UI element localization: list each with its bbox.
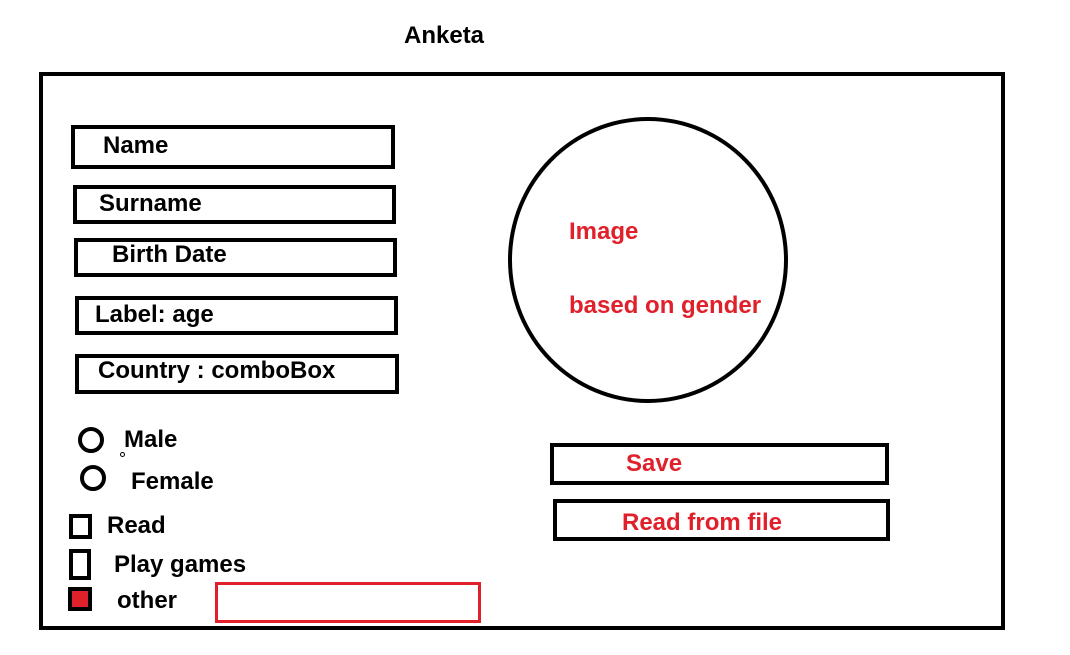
birth-date-field[interactable]: Birth Date <box>74 238 397 277</box>
save-button[interactable]: Save <box>550 443 889 485</box>
read-from-file-button[interactable]: Read from file <box>553 499 890 541</box>
age-label: Label: age <box>75 296 398 335</box>
male-radio[interactable] <box>78 427 104 453</box>
female-radio[interactable] <box>80 465 106 491</box>
image-caption: based on gender <box>569 292 762 319</box>
other-checkbox[interactable] <box>68 587 92 611</box>
female-label: Female <box>131 468 214 495</box>
image-label: Image <box>569 218 639 245</box>
play-games-checkbox[interactable] <box>69 549 91 580</box>
other-label: other <box>117 587 177 614</box>
stray-dot <box>120 452 125 457</box>
form-window <box>39 72 1005 630</box>
gender-image-placeholder <box>508 117 788 403</box>
other-input[interactable] <box>215 582 481 623</box>
surname-field[interactable]: Surname <box>73 185 396 224</box>
read-checkbox[interactable] <box>69 514 92 539</box>
play-games-label: Play games <box>114 551 247 578</box>
read-label: Read <box>107 512 166 539</box>
page-title: Anketa <box>404 22 485 49</box>
name-field[interactable]: Name <box>71 125 395 169</box>
country-combobox[interactable]: Country : comboBox <box>75 354 399 394</box>
male-label: Male <box>124 426 178 453</box>
